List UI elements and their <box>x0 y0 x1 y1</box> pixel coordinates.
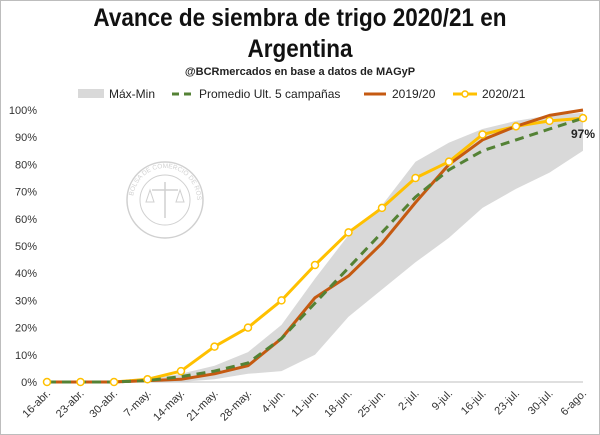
x-tick-label: 14-may. <box>151 388 187 424</box>
x-tick-label: 23-jul. <box>492 388 522 418</box>
chart-title-line2: Argentina <box>247 35 353 63</box>
chart-title-line1: Avance de siembra de trigo 2020/21 en <box>93 4 507 32</box>
legend-label-promedio: Promedio Ult. 5 campañas <box>199 87 340 101</box>
x-tick-label: 2-jul. <box>396 388 421 413</box>
legend-label-band: Máx-Min <box>109 87 155 101</box>
x-tick-label: 25-jun. <box>356 388 388 420</box>
y-tick-label: 60% <box>15 214 37 226</box>
bcr-seal-watermark: BOLSA DE COMERCIO DE ROSARIO <box>0 0 204 239</box>
marker-2020-21 <box>444 157 454 166</box>
x-tick-label: 23-abr. <box>54 388 87 421</box>
y-tick-label: 70% <box>15 187 37 199</box>
y-tick-label: 100% <box>9 105 37 117</box>
x-tick-label: 28-may. <box>218 388 254 424</box>
chart-subtitle: @BCRmercados en base a datos de MAGyP <box>184 66 416 78</box>
legend: Máx-Min Promedio Ult. 5 campañas 2019/20… <box>78 87 526 101</box>
marker-2020-21 <box>210 342 219 351</box>
y-tick-label: 40% <box>15 268 37 280</box>
legend-marker-2020 <box>461 90 469 98</box>
series-line-2019-20 <box>47 108 584 384</box>
marker-2020-21 <box>76 377 85 387</box>
series-line-promedio <box>47 116 584 384</box>
marker-2020-21 <box>478 130 487 139</box>
x-tick-label: 6-ago. <box>559 388 590 419</box>
x-tick-label: 21-may. <box>185 388 221 424</box>
y-tick-label: 10% <box>15 350 37 362</box>
y-tick-label: 80% <box>15 159 37 171</box>
marker-2020-21 <box>310 260 320 270</box>
legend-label-2020: 2020/21 <box>482 87 526 101</box>
x-tick-label: 30-jul. <box>526 388 556 418</box>
legend-swatch-band <box>78 89 104 98</box>
y-tick-label: 0% <box>21 377 37 389</box>
y-tick-label: 20% <box>15 323 37 335</box>
marker-2020-21 <box>377 203 387 213</box>
annotation-label: 97% <box>571 127 595 141</box>
marker-2020-21 <box>42 377 52 387</box>
y-tick-label: 30% <box>15 295 37 307</box>
marker-2020-21 <box>578 113 588 123</box>
x-tick-label: 7-may. <box>122 388 154 420</box>
x-tick-label: 30-abr. <box>87 388 120 421</box>
marker-2020-21 <box>109 377 119 387</box>
x-tick-label: 11-jun. <box>289 388 321 420</box>
x-tick-label: 16-jul. <box>459 388 489 418</box>
marker-2020-21 <box>344 228 353 237</box>
y-tick-label: 50% <box>15 241 37 253</box>
marker-2020-21 <box>411 173 420 183</box>
marker-2020-21 <box>545 116 554 126</box>
x-tick-label: 9-jul. <box>430 388 455 413</box>
y-tick-label: 90% <box>15 132 37 144</box>
band-max-min <box>47 112 583 382</box>
x-tick-label: 16-abr. <box>20 388 53 421</box>
marker-2020-21 <box>176 366 186 376</box>
x-tick-label: 4-jun. <box>260 388 288 416</box>
marker-2020-21 <box>243 323 253 332</box>
legend-label-2019: 2019/20 <box>392 87 436 101</box>
marker-2020-21 <box>143 375 152 384</box>
marker-2020-21 <box>277 296 286 305</box>
plot-area: 0% 10% 20% 30% 40% 50% 60% 70% 80% 90% 100% 16-abr.… <box>9 105 595 424</box>
marker-2020-21 <box>511 122 521 131</box>
x-tick-label: 18-jun. <box>322 388 354 420</box>
